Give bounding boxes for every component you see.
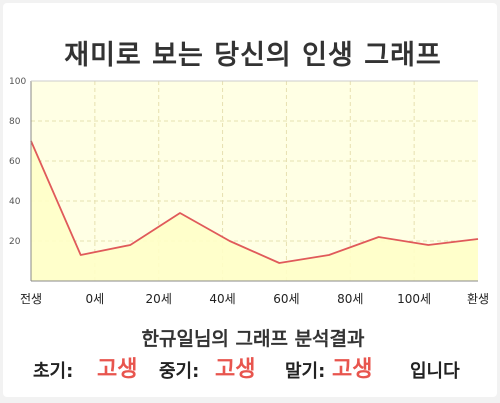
analysis-result: 초기: 고생 중기: 고생 말기: 고생 입니다 — [3, 351, 500, 385]
middle-value: 고생 — [215, 351, 255, 383]
early-label: 초기: — [33, 357, 73, 383]
life-graph-chart: 20 40 60 80 100 전생 0세 20세 40세 60세 80세 100세 환생 — [3, 3, 500, 313]
x-tick-label: 20세 — [146, 292, 172, 306]
early-value: 고생 — [97, 351, 137, 383]
result-suffix: 입니다 — [410, 357, 460, 383]
y-tick-label: 40 — [9, 197, 21, 207]
late-label: 말기: — [285, 357, 325, 383]
x-tick-label: 환생 — [467, 292, 489, 306]
x-tick-label: 100세 — [397, 292, 431, 306]
x-tick-label: 60세 — [273, 292, 299, 306]
y-tick-label: 20 — [9, 237, 21, 247]
x-tick-label: 40세 — [209, 292, 235, 306]
middle-label: 중기: — [159, 357, 199, 383]
x-tick-label: 0세 — [86, 292, 105, 306]
x-tick-label: 전생 — [20, 292, 42, 306]
late-value: 고생 — [332, 351, 372, 383]
y-tick-label: 60 — [9, 157, 21, 167]
y-tick-label: 100 — [9, 77, 26, 87]
analysis-caption: 한규일님의 그래프 분석결과 — [3, 324, 500, 351]
y-tick-label: 80 — [9, 117, 21, 127]
x-tick-label: 80세 — [337, 292, 363, 306]
